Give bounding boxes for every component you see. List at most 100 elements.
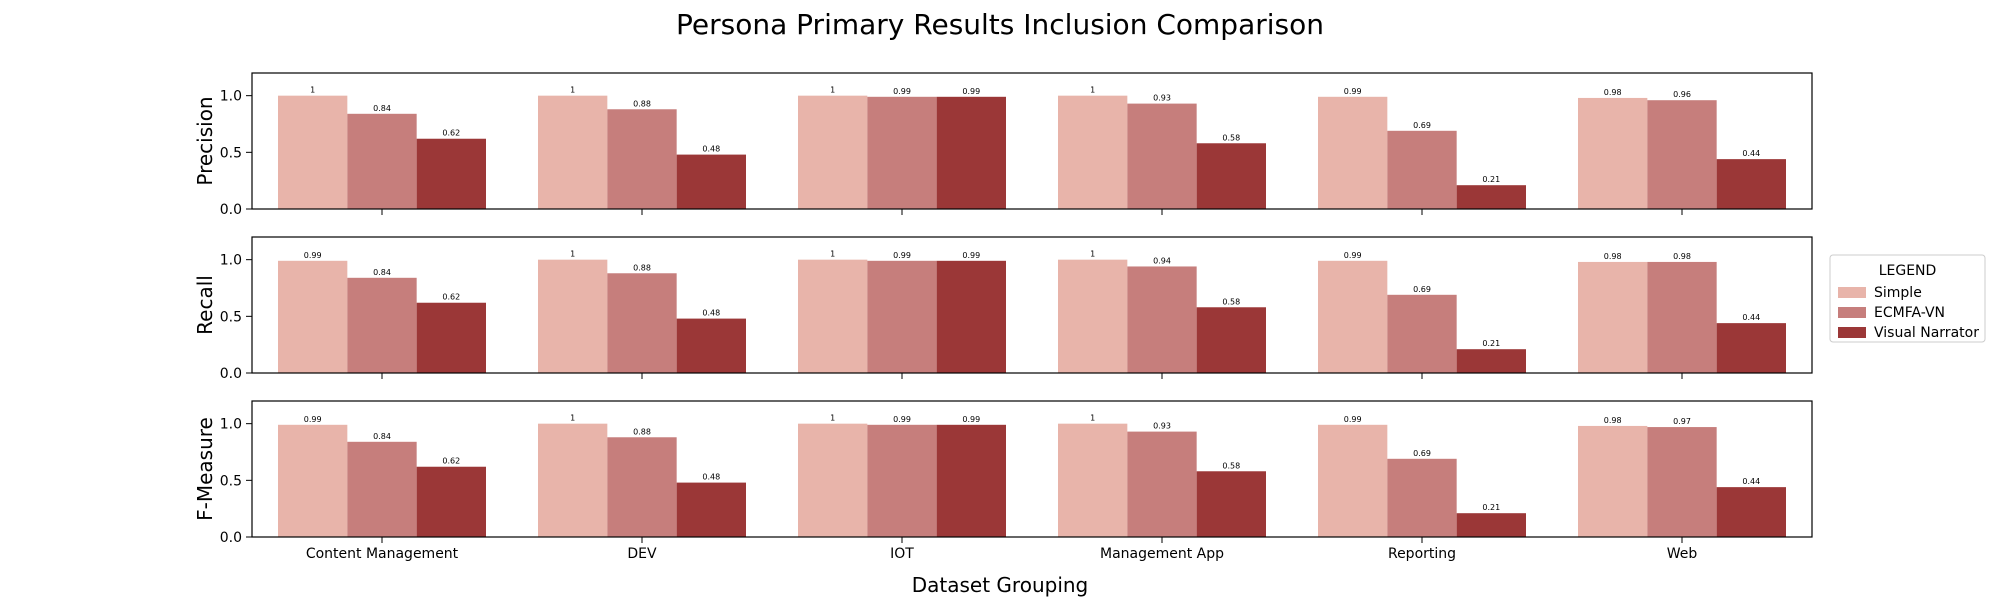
- bar-ecmfa-vn: [607, 437, 677, 537]
- bar-simple: [1058, 423, 1128, 537]
- bar-simple: [1318, 260, 1388, 373]
- bar-visual-narrator: [1716, 159, 1786, 209]
- bar-visual-narrator: [936, 96, 1006, 209]
- bar-simple: [798, 95, 868, 209]
- x-tick-label: Reporting: [1388, 546, 1456, 562]
- bar-simple: [1058, 95, 1128, 209]
- y-tick-label: 0.0: [220, 530, 242, 546]
- bar-ecmfa-vn: [347, 113, 417, 209]
- x-axis-label: Dataset Grouping: [912, 573, 1089, 597]
- legend-swatch: [1838, 327, 1866, 338]
- data-label: 0.62: [442, 457, 460, 466]
- bar-ecmfa-vn: [1127, 431, 1197, 537]
- bar-ecmfa-vn: [1647, 427, 1717, 537]
- data-label: 0.44: [1742, 149, 1760, 158]
- bar-simple: [1578, 425, 1648, 537]
- bar-visual-narrator: [416, 302, 486, 373]
- data-label: 0.84: [373, 432, 391, 441]
- data-label: 0.21: [1482, 339, 1500, 348]
- bar-simple: [538, 95, 608, 209]
- x-tick-label: DEV: [627, 546, 657, 562]
- bar-ecmfa-vn: [607, 273, 677, 373]
- bar-visual-narrator: [676, 482, 746, 537]
- legend-entry: Visual Narrator: [1874, 325, 1979, 341]
- data-label: 0.62: [442, 293, 460, 302]
- data-label: 0.21: [1482, 503, 1500, 512]
- data-label: 1: [570, 414, 575, 423]
- data-label: 0.98: [1604, 252, 1622, 261]
- bar-ecmfa-vn: [867, 96, 937, 209]
- x-tick-label: IOT: [890, 546, 914, 562]
- bar-simple: [278, 95, 348, 209]
- data-label: 0.48: [702, 309, 720, 318]
- legend: LEGEND Simple ECMFA-VN Visual Narrator: [1829, 254, 1986, 343]
- data-label: 0.88: [633, 263, 651, 272]
- data-label: 1: [570, 250, 575, 259]
- data-label: 0.99: [893, 87, 911, 96]
- bar-ecmfa-vn: [1387, 130, 1457, 209]
- y-tick-label: 1.0: [220, 253, 242, 269]
- data-label: 0.99: [962, 415, 980, 424]
- data-label: 0.99: [893, 251, 911, 260]
- data-label: 1: [1090, 414, 1095, 423]
- data-label: 0.98: [1604, 416, 1622, 425]
- data-label: 0.44: [1742, 477, 1760, 486]
- data-label: 0.99: [962, 87, 980, 96]
- legend-box: [1829, 254, 1986, 343]
- data-label: 0.88: [633, 427, 651, 436]
- data-label: 0.99: [304, 415, 322, 424]
- y-tick-label: 0.5: [220, 473, 242, 489]
- bar-ecmfa-vn: [1387, 458, 1457, 537]
- data-label: 0.69: [1413, 121, 1431, 130]
- data-label: 0.58: [1222, 461, 1240, 470]
- bar-simple: [798, 423, 868, 537]
- axes-frame: [251, 72, 1813, 210]
- data-label: 0.58: [1222, 133, 1240, 142]
- bar-simple: [1318, 424, 1388, 537]
- data-label: 0.98: [1604, 88, 1622, 97]
- data-label: 0.99: [1344, 251, 1362, 260]
- data-label: 1: [1090, 250, 1095, 259]
- bar-visual-narrator: [1196, 143, 1266, 209]
- bar-simple: [1578, 261, 1648, 373]
- y-tick-label: 0.0: [220, 202, 242, 218]
- x-tick-label: Management App: [1100, 546, 1224, 562]
- bar-ecmfa-vn: [1127, 266, 1197, 373]
- data-label: 0.69: [1413, 285, 1431, 294]
- subplot-precision: Precision 0.0 0.5 1.0 1 1 1 1 0.99 0.98 0.84 0.88 0.…: [193, 72, 1813, 218]
- bar-ecmfa-vn: [867, 424, 937, 537]
- data-label: 0.99: [962, 251, 980, 260]
- y-tick-label: 0.5: [220, 145, 242, 161]
- data-label: 1: [830, 86, 835, 95]
- bar-simple: [1318, 96, 1388, 209]
- legend-swatch: [1838, 307, 1866, 318]
- bar-ecmfa-vn: [867, 260, 937, 373]
- bar-simple: [538, 259, 608, 373]
- bar-visual-narrator: [1196, 307, 1266, 373]
- data-label: 0.84: [373, 104, 391, 113]
- y-axis-label: Recall: [193, 275, 217, 335]
- x-tick-label: Content Management: [306, 546, 459, 562]
- y-axis-label: Precision: [193, 96, 217, 185]
- bar-simple: [278, 424, 348, 537]
- data-label: 0.48: [702, 145, 720, 154]
- data-label: 0.99: [1344, 87, 1362, 96]
- axes-frame: [251, 400, 1813, 538]
- data-label: 0.99: [304, 251, 322, 260]
- data-label: 0.93: [1153, 422, 1171, 431]
- bar-simple: [1578, 97, 1648, 209]
- legend-title: LEGEND: [1879, 263, 1937, 279]
- bar-visual-narrator: [676, 318, 746, 373]
- data-label: 0.97: [1673, 417, 1691, 426]
- data-label: 0.98: [1673, 252, 1691, 261]
- data-label: 0.93: [1153, 94, 1171, 103]
- data-label: 0.69: [1413, 449, 1431, 458]
- y-tick-label: 0.5: [220, 309, 242, 325]
- data-label: 1: [830, 250, 835, 259]
- subplots: Precision 0.0 0.5 1.0 1 1 1 1 0.99 0.98 0.84 0.88 0.…: [193, 72, 1813, 562]
- data-label: 1: [570, 86, 575, 95]
- bar-visual-narrator: [1716, 487, 1786, 537]
- data-label: 1: [310, 86, 315, 95]
- y-tick-label: 0.0: [220, 366, 242, 382]
- bar-visual-narrator: [1456, 185, 1526, 209]
